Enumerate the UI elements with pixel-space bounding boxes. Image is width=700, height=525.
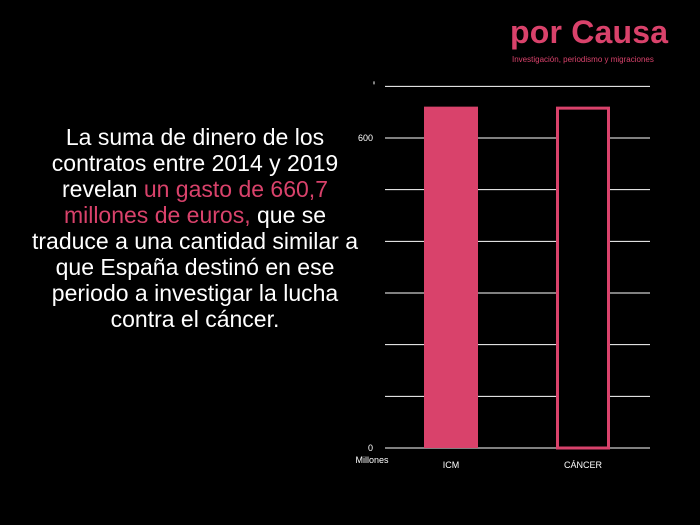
y-axis-label: Millones <box>355 455 389 465</box>
y-tick-label: 0 <box>368 443 373 453</box>
x-tick-label: ICM <box>443 460 460 470</box>
y-tick-label: 600 <box>358 133 373 143</box>
headline-text-end: que se traduce a una cantidad similar a … <box>31 202 359 332</box>
bar-icm <box>424 106 478 448</box>
headline-text-start: La suma de dinero de los contratos entre… <box>51 124 339 202</box>
headline-highlight: un gasto de 660,7 millones de euros, <box>63 176 328 228</box>
brand-logo-text: por Causa <box>510 14 669 50</box>
brand-tagline: Investigación, periodismo y migraciones <box>512 55 654 64</box>
headline: La suma de dinero de los contratos entre… <box>30 124 360 332</box>
x-tick-label: CÁNCER <box>564 460 603 470</box>
bar-cáncer <box>556 106 610 450</box>
